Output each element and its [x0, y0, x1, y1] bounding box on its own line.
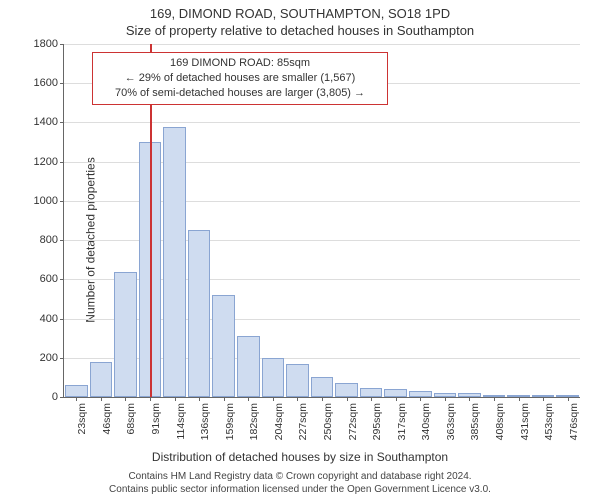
attribution-line-1: Contains HM Land Registry data © Crown c…: [0, 471, 600, 484]
histogram-bar: [212, 295, 235, 397]
gridline: [64, 122, 580, 123]
y-tick: [60, 44, 64, 45]
y-tick: [60, 319, 64, 320]
histogram-bar: [237, 336, 260, 397]
x-tick-label: 385sqm: [469, 403, 481, 440]
annotation-box: 169 DIMOND ROAD: 85sqm← 29% of detached …: [92, 52, 388, 105]
x-tick: [347, 397, 348, 401]
x-tick: [322, 397, 323, 401]
x-tick: [297, 397, 298, 401]
x-tick: [420, 397, 421, 401]
gridline: [64, 44, 580, 45]
x-tick-label: 295sqm: [371, 403, 383, 440]
y-tick-label: 1400: [34, 116, 58, 128]
x-tick-label: 23sqm: [76, 403, 88, 435]
histogram-bar: [286, 364, 309, 397]
x-tick-label: 476sqm: [568, 403, 580, 440]
x-tick: [273, 397, 274, 401]
histogram-bar: [262, 358, 285, 397]
histogram-bar: [384, 389, 407, 397]
y-tick: [60, 397, 64, 398]
y-tick: [60, 279, 64, 280]
y-tick: [60, 162, 64, 163]
attribution-line-2: Contains public sector information licen…: [0, 484, 600, 497]
annotation-line: 169 DIMOND ROAD: 85sqm: [99, 56, 381, 71]
y-tick-label: 1600: [34, 77, 58, 89]
x-tick: [568, 397, 569, 401]
x-tick-label: 46sqm: [101, 403, 113, 435]
x-tick: [371, 397, 372, 401]
histogram-bar: [188, 230, 211, 397]
y-tick-label: 800: [40, 234, 58, 246]
x-tick-label: 317sqm: [396, 403, 408, 440]
y-tick-label: 1200: [34, 156, 58, 168]
histogram-bar: [163, 127, 186, 397]
x-tick-label: 91sqm: [150, 403, 162, 435]
y-tick-label: 200: [40, 352, 58, 364]
x-tick: [224, 397, 225, 401]
x-tick-label: 204sqm: [273, 403, 285, 440]
x-tick: [469, 397, 470, 401]
chart-title: 169, DIMOND ROAD, SOUTHAMPTON, SO18 1PD: [0, 6, 600, 21]
x-tick: [175, 397, 176, 401]
y-tick-label: 1000: [34, 195, 58, 207]
x-tick-label: 408sqm: [494, 403, 506, 440]
attribution: Contains HM Land Registry data © Crown c…: [0, 471, 600, 496]
histogram-bar: [335, 383, 358, 397]
histogram-bar: [90, 362, 113, 397]
y-tick-label: 600: [40, 273, 58, 285]
x-tick: [445, 397, 446, 401]
x-tick-label: 227sqm: [297, 403, 309, 440]
histogram-bar: [311, 377, 334, 397]
histogram-bar: [114, 272, 137, 398]
x-tick: [76, 397, 77, 401]
chart-subtitle: Size of property relative to detached ho…: [0, 23, 600, 38]
y-tick: [60, 358, 64, 359]
y-tick: [60, 83, 64, 84]
x-tick-label: 159sqm: [224, 403, 236, 440]
y-tick-label: 1800: [34, 38, 58, 50]
histogram-bar: [65, 385, 88, 397]
x-tick-label: 431sqm: [519, 403, 531, 440]
plot-area: 02004006008001000120014001600180023sqm46…: [63, 44, 580, 398]
x-tick-label: 68sqm: [125, 403, 137, 435]
x-tick-label: 114sqm: [175, 403, 187, 440]
x-tick: [150, 397, 151, 401]
x-tick-label: 272sqm: [347, 403, 359, 440]
x-tick-label: 182sqm: [248, 403, 260, 440]
x-tick: [519, 397, 520, 401]
x-tick: [543, 397, 544, 401]
page: { "title": "169, DIMOND ROAD, SOUTHAMPTO…: [0, 0, 600, 500]
x-tick: [199, 397, 200, 401]
x-tick-label: 340sqm: [420, 403, 432, 440]
histogram-bar: [360, 388, 383, 397]
y-tick-label: 0: [52, 391, 58, 403]
x-tick: [396, 397, 397, 401]
x-tick-label: 250sqm: [322, 403, 334, 440]
y-tick: [60, 122, 64, 123]
y-tick-label: 400: [40, 313, 58, 325]
x-tick-label: 136sqm: [199, 403, 211, 440]
x-axis-label: Distribution of detached houses by size …: [0, 450, 600, 464]
y-tick: [60, 240, 64, 241]
x-tick-label: 363sqm: [445, 403, 457, 440]
annotation-line: ← 29% of detached houses are smaller (1,…: [99, 71, 381, 86]
x-tick: [125, 397, 126, 401]
x-tick-label: 453sqm: [543, 403, 555, 440]
x-tick: [101, 397, 102, 401]
x-tick: [494, 397, 495, 401]
annotation-line: 70% of semi-detached houses are larger (…: [99, 86, 381, 101]
x-tick: [248, 397, 249, 401]
y-tick: [60, 201, 64, 202]
